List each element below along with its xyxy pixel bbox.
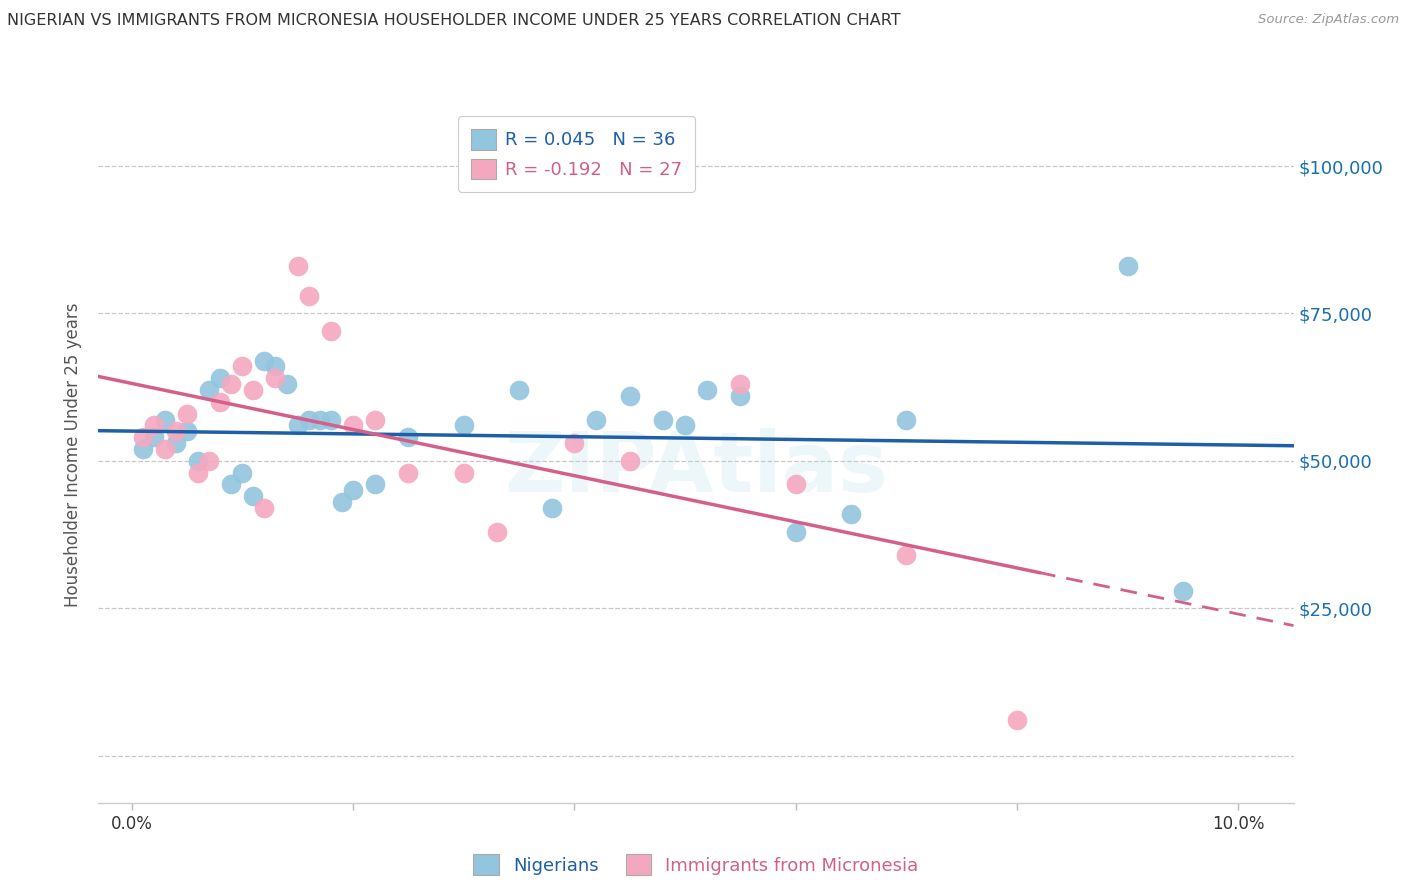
Point: [728, 389, 751, 403]
Point: [585, 412, 607, 426]
Point: [696, 383, 718, 397]
Point: [673, 418, 696, 433]
Point: [187, 466, 209, 480]
Text: Source: ZipAtlas.com: Source: ZipAtlas.com: [1258, 13, 1399, 27]
Point: [165, 436, 187, 450]
Legend: Nigerians, Immigrants from Micronesia: Nigerians, Immigrants from Micronesia: [464, 846, 928, 884]
Point: [364, 477, 387, 491]
Point: [785, 524, 807, 539]
Point: [298, 289, 321, 303]
Point: [364, 412, 387, 426]
Point: [142, 430, 165, 444]
Point: [896, 548, 918, 562]
Point: [153, 412, 176, 426]
Point: [453, 418, 475, 433]
Point: [1116, 259, 1139, 273]
Point: [508, 383, 530, 397]
Point: [839, 507, 862, 521]
Point: [541, 500, 564, 515]
Point: [209, 395, 232, 409]
Point: [319, 324, 342, 338]
Point: [231, 359, 253, 374]
Point: [1171, 583, 1194, 598]
Text: NIGERIAN VS IMMIGRANTS FROM MICRONESIA HOUSEHOLDER INCOME UNDER 25 YEARS CORRELA: NIGERIAN VS IMMIGRANTS FROM MICRONESIA H…: [7, 13, 901, 29]
Point: [396, 430, 419, 444]
Point: [176, 407, 198, 421]
Point: [287, 418, 309, 433]
Point: [308, 412, 330, 426]
Point: [485, 524, 508, 539]
Point: [619, 454, 641, 468]
Point: [276, 377, 298, 392]
Text: ZIPAtlas: ZIPAtlas: [503, 428, 889, 509]
Point: [131, 442, 153, 456]
Point: [264, 371, 287, 385]
Point: [396, 466, 419, 480]
Point: [142, 418, 165, 433]
Point: [176, 425, 198, 439]
Point: [253, 500, 276, 515]
Point: [330, 495, 353, 509]
Point: [896, 412, 918, 426]
Point: [619, 389, 641, 403]
Point: [219, 377, 242, 392]
Point: [651, 412, 673, 426]
Point: [165, 425, 187, 439]
Point: [287, 259, 309, 273]
Point: [319, 412, 342, 426]
Point: [342, 418, 364, 433]
Point: [342, 483, 364, 498]
Point: [453, 466, 475, 480]
Point: [1005, 713, 1028, 727]
Point: [264, 359, 287, 374]
Point: [187, 454, 209, 468]
Point: [198, 383, 221, 397]
Point: [242, 489, 264, 503]
Point: [131, 430, 153, 444]
Y-axis label: Householder Income Under 25 years: Householder Income Under 25 years: [65, 302, 83, 607]
Point: [209, 371, 232, 385]
Point: [153, 442, 176, 456]
Point: [728, 377, 751, 392]
Point: [785, 477, 807, 491]
Point: [198, 454, 221, 468]
Point: [298, 412, 321, 426]
Point: [242, 383, 264, 397]
Point: [219, 477, 242, 491]
Point: [253, 353, 276, 368]
Point: [231, 466, 253, 480]
Point: [562, 436, 585, 450]
